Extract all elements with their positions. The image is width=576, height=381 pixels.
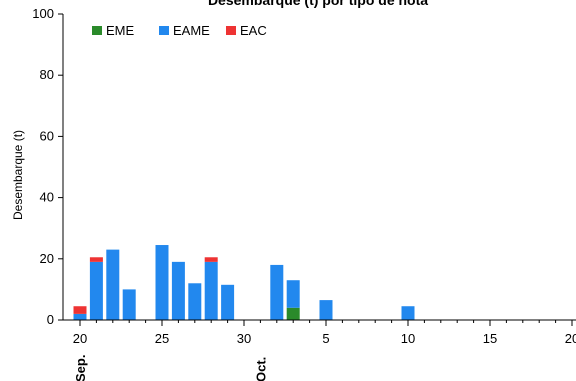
x-tick-label: 10 bbox=[401, 331, 415, 346]
y-tick-label: 40 bbox=[40, 190, 54, 205]
y-tick-label: 0 bbox=[47, 312, 54, 327]
bar-eame bbox=[270, 264, 284, 320]
legend-label-eame: EAME bbox=[173, 23, 210, 38]
y-tick-label: 100 bbox=[32, 6, 54, 21]
month-label: Oct. bbox=[253, 357, 268, 381]
bar-eame bbox=[155, 245, 169, 320]
x-tick-label: 20 bbox=[73, 331, 87, 346]
axes-group: 0 20 40 60 80 100 20 25 30 5 10 15 20 Sep. Oct. bbox=[32, 6, 576, 381]
bar-eame bbox=[73, 313, 87, 320]
bar-eame bbox=[319, 300, 333, 320]
x-tick-label: 20 bbox=[565, 331, 576, 346]
bar-eame bbox=[106, 249, 120, 320]
chart-title: Desembarque (t) por tipo de nota bbox=[208, 0, 428, 8]
legend-label-eac: EAC bbox=[240, 23, 267, 38]
bar-eame bbox=[122, 289, 136, 320]
x-tick-label: 15 bbox=[483, 331, 497, 346]
bar-eame bbox=[171, 261, 185, 320]
legend: EME EAME EAC bbox=[92, 23, 267, 38]
x-tick-label: 5 bbox=[322, 331, 329, 346]
bar-eame bbox=[89, 261, 103, 320]
month-label: Sep. bbox=[73, 355, 88, 381]
bar-eac bbox=[89, 257, 103, 262]
bar-eac bbox=[204, 257, 218, 262]
y-tick-label: 20 bbox=[40, 251, 54, 266]
bar-eame bbox=[286, 280, 300, 308]
bar-eame bbox=[401, 306, 415, 320]
bars-group bbox=[73, 245, 415, 320]
x-tick-label: 30 bbox=[237, 331, 251, 346]
legend-swatch-eme bbox=[92, 26, 102, 35]
legend-label-eme: EME bbox=[106, 23, 135, 38]
bar-eac bbox=[73, 306, 87, 314]
bar-eme bbox=[286, 307, 300, 320]
bar-eame bbox=[204, 261, 218, 320]
y-axis-title: Desembarque (t) bbox=[11, 130, 25, 220]
legend-swatch-eac bbox=[226, 26, 236, 35]
x-tick-label: 25 bbox=[155, 331, 169, 346]
y-tick-label: 60 bbox=[40, 128, 54, 143]
y-tick-label: 80 bbox=[40, 67, 54, 82]
bar-eame bbox=[188, 283, 202, 320]
legend-swatch-eame bbox=[159, 26, 169, 35]
bar-eame bbox=[221, 284, 235, 320]
